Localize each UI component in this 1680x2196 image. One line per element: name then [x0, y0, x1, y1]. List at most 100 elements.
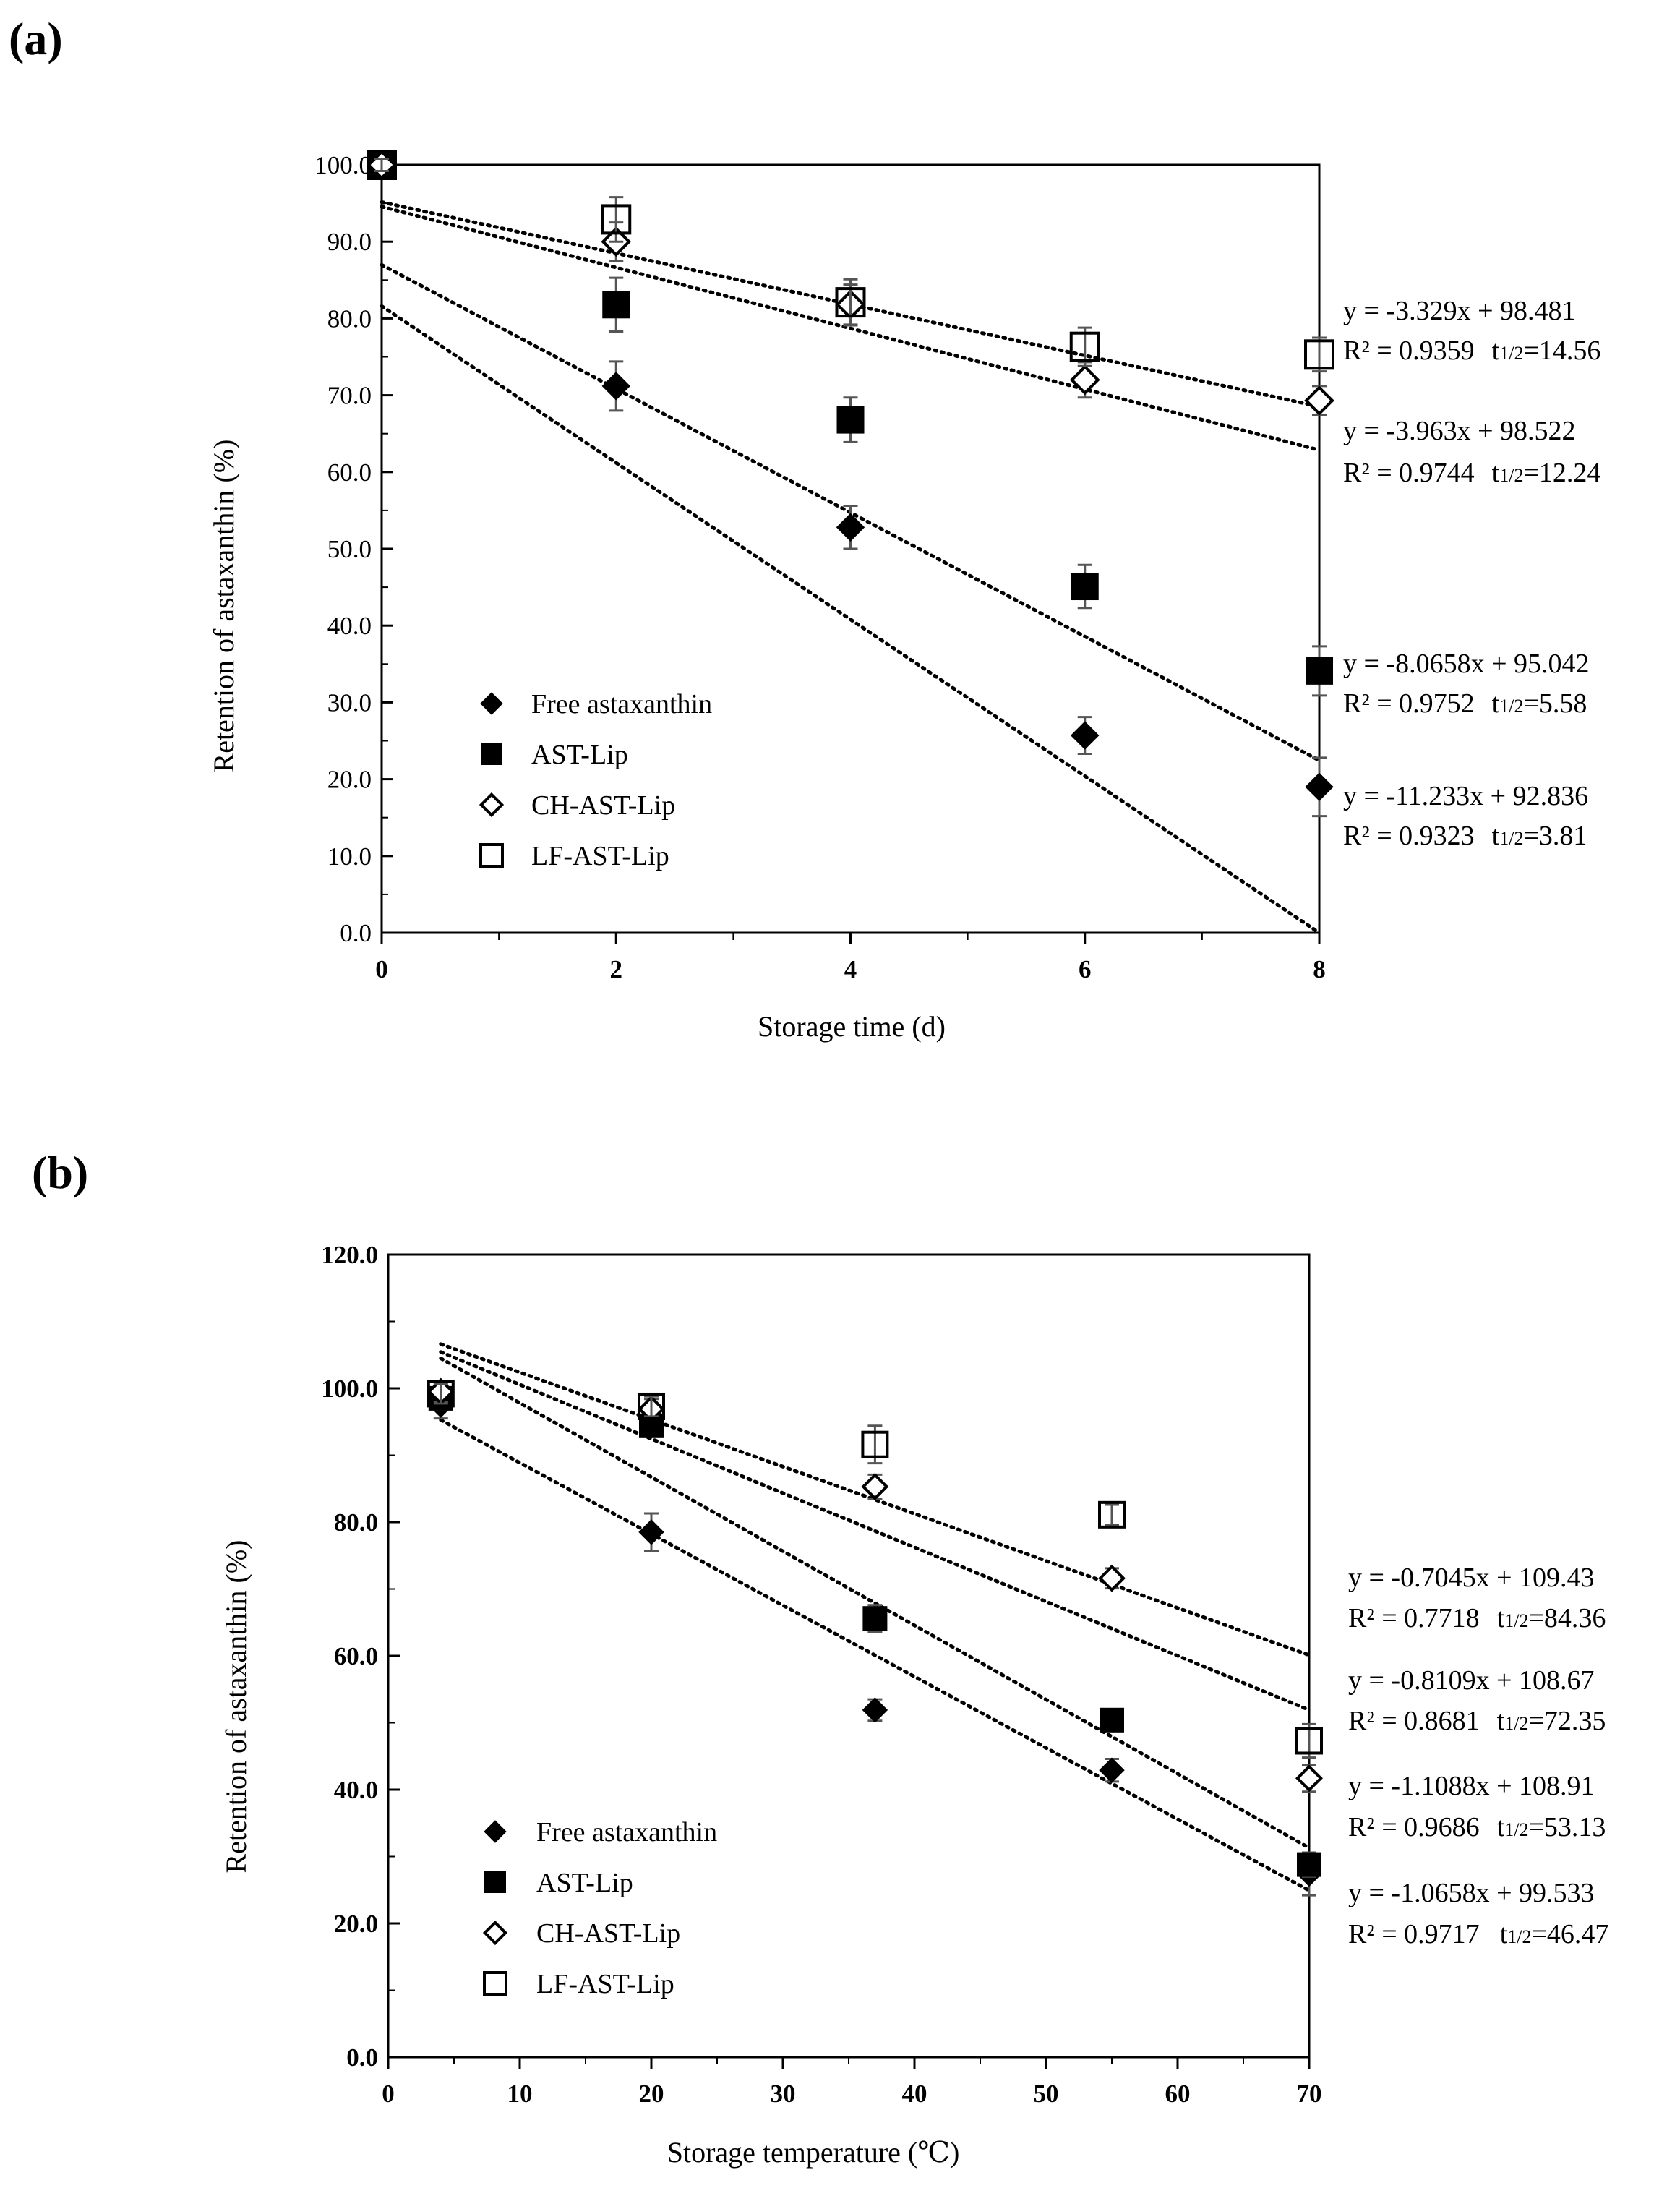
halflife-symbol: t [1497, 1603, 1505, 1633]
y-tick-label: 0.0 [340, 919, 372, 947]
y-tick-label: 10.0 [327, 842, 372, 871]
legend-marker-shape [479, 792, 505, 818]
halflife-subscript: 1/2 [1499, 696, 1523, 717]
equation-lf-ast-lip: y = -3.329x + 98.481 [1343, 296, 1576, 326]
halflife-symbol: t [1492, 336, 1500, 366]
legend-marker-shape [481, 743, 502, 765]
marker-shape [836, 406, 865, 434]
data-point [1295, 1727, 1323, 1755]
data-point [601, 372, 630, 401]
data-point [1306, 657, 1333, 685]
legend-item-ast-lip: AST-Lip [484, 1868, 633, 1898]
data-point [1099, 1757, 1125, 1783]
halflife-value-lf-ast-lip: =14.56 [1523, 336, 1600, 366]
equation-block-lf-ast-lip: y = -3.329x + 98.481 R² = 0.9359 t1/2=14.… [1343, 296, 1600, 366]
y-tick-label: 60.0 [327, 458, 372, 487]
y-tick-label: 100.0 [314, 151, 372, 179]
legend-label-ch-ast-lip: CH-AST-Lip [536, 1918, 680, 1949]
series-lf-ast-lip [427, 1380, 1323, 1759]
fit-line-free-astaxanthin [439, 1418, 1311, 1892]
series-lf-ast-lip [367, 150, 1334, 373]
halflife-symbol: t [1497, 1812, 1505, 1842]
equation-block-ch-ast-lip: y = -3.963x + 98.522 R² = 0.9744 t1/2=12.… [1343, 416, 1600, 488]
halflife-symbol: t [1492, 458, 1500, 488]
fit-line-free-astaxanthin [380, 304, 1321, 935]
y-tick-label: 70.0 [327, 382, 372, 410]
legend-item-ch-ast-lip: CH-AST-Lip [479, 790, 675, 821]
panel-b-label: (b) [32, 1147, 88, 1198]
y-tick-label: 30.0 [327, 688, 372, 717]
plot-area: 0.0 10.0 20.0 30.0 40.0 50.0 60.0 70.0 80.0 90.0 1… [314, 150, 1334, 983]
x-tick-label: 0 [382, 2080, 395, 2108]
r2-halflife-ch-ast-lip: R² = 0.8681 t1/2=72.35 [1348, 1706, 1606, 1736]
legend-label-free-astaxanthin: Free astaxanthin [536, 1817, 717, 1847]
data-point [638, 1392, 665, 1420]
legend-label-ast-lip: AST-Lip [536, 1868, 633, 1898]
r2-ch-ast-lip: R² = 0.8681 [1348, 1706, 1480, 1736]
halflife-value-lf-ast-lip: =84.36 [1528, 1603, 1606, 1633]
marker-shape [1304, 339, 1334, 370]
r2-ast-lip: R² = 0.9752 [1343, 688, 1475, 719]
marker-shape [367, 150, 397, 180]
legend-label-lf-ast-lip: LF-AST-Lip [536, 1969, 674, 1999]
legend-item-ch-ast-lip: CH-AST-Lip [482, 1918, 680, 1949]
error-bar [1312, 336, 1327, 373]
marker-shape [1098, 1500, 1126, 1529]
equation-block-ast-lip: y = -8.0658x + 95.042 R² = 0.9752 t1/2=5.… [1343, 649, 1590, 719]
halflife-value-ch-ast-lip: =12.24 [1523, 458, 1600, 488]
halflife-subscript: 1/2 [1499, 343, 1523, 364]
data-point [1071, 721, 1100, 750]
data-point [1098, 1564, 1126, 1592]
halflife-value-free-astaxanthin: =46.47 [1531, 1919, 1608, 1949]
x-axis-ticks: 0 10 20 30 40 50 60 70 [382, 2057, 1322, 2108]
legend-item-free-astaxanthin: Free astaxanthin [484, 1817, 717, 1847]
equation-block-free-astaxanthin: y = -11.233x + 92.836 R² = 0.9323 t1/2=3.… [1343, 781, 1588, 851]
legend-item-lf-ast-lip: LF-AST-Lip [483, 1969, 674, 1999]
halflife-value-ast-lip: =5.58 [1523, 688, 1587, 719]
legend-marker-open-diamond [482, 1920, 508, 1946]
legend-label-lf-ast-lip: LF-AST-Lip [531, 841, 669, 871]
y-axis-ticks: 0.0 10.0 20.0 30.0 40.0 50.0 60.0 70.0 80.0 90.0 1… [314, 151, 393, 947]
equation-block-lf-ast-lip: y = -0.7045x + 109.43 R² = 0.7718 t1/2=84… [1348, 1563, 1606, 1633]
legend-marker-open-square [479, 843, 504, 868]
marker-shape [1071, 721, 1100, 750]
x-tick-label: 8 [1313, 955, 1326, 983]
marker-shape [482, 1920, 508, 1946]
x-tick-label: 4 [844, 955, 857, 983]
halflife-symbol: t [1492, 688, 1500, 719]
panel-b-legend: Free astaxanthin AST-Lip CH-AST-Lip LF-A… [482, 1817, 717, 1999]
data-point [836, 513, 865, 542]
x-tick-label: 0 [375, 955, 388, 983]
r2-halflife-free-astaxanthin: R² = 0.9717 t1/2=46.47 [1348, 1919, 1608, 1949]
equation-ch-ast-lip: y = -3.963x + 98.522 [1343, 416, 1576, 446]
marker-shape [1305, 772, 1334, 801]
y-axis-ticks: 0.0 20.0 40.0 60.0 80.0 100.0 120.0 [321, 1241, 400, 2072]
series-free-astaxanthin [367, 150, 1334, 818]
marker-shape [1099, 1757, 1125, 1783]
marker-shape [602, 291, 630, 319]
data-point [862, 1697, 888, 1723]
marker-shape [1069, 364, 1100, 396]
x-tick-label: 60 [1165, 2080, 1191, 2108]
legend-label-ast-lip: AST-Lip [531, 740, 628, 770]
equation-block-free-astaxanthin: y = -1.0658x + 99.533 R² = 0.9717 t1/2=46… [1348, 1878, 1608, 1949]
equation-free-astaxanthin: y = -1.0658x + 99.533 [1348, 1878, 1595, 1908]
legend-marker-shape [484, 1871, 506, 1893]
marker-shape [1100, 1707, 1124, 1733]
data-point [602, 291, 630, 319]
data-point [862, 1606, 888, 1631]
data-point [1098, 1500, 1126, 1529]
marker-shape [479, 792, 505, 818]
equation-free-astaxanthin: y = -11.233x + 92.836 [1343, 781, 1588, 811]
series-ast-lip [368, 151, 1333, 697]
equation-block-ast-lip: y = -1.1088x + 108.91 R² = 0.9686 t1/2=53… [1348, 1771, 1606, 1842]
data-point [427, 1380, 455, 1408]
y-tick-label: 90.0 [327, 228, 372, 256]
panel-a-legend: Free astaxanthin AST-Lip CH-AST-Lip LF-A… [479, 689, 712, 871]
data-point [1069, 331, 1100, 362]
marker-shape [836, 513, 865, 542]
x-tick-label: 70 [1297, 2080, 1322, 2108]
marker-shape [835, 287, 866, 318]
legend-marker-filled-square [481, 743, 502, 765]
